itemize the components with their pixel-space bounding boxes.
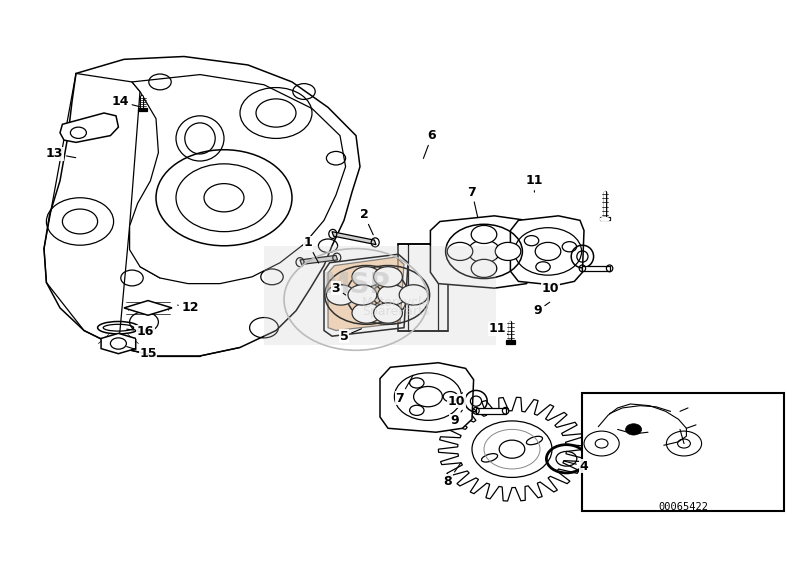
Text: 9: 9 [450, 410, 462, 428]
Circle shape [352, 303, 381, 323]
FancyBboxPatch shape [264, 246, 496, 345]
Polygon shape [582, 266, 610, 271]
Text: 6: 6 [423, 129, 436, 158]
Text: 10: 10 [542, 281, 559, 295]
Text: 7: 7 [468, 185, 478, 218]
Text: 15: 15 [126, 346, 157, 360]
Polygon shape [438, 397, 586, 501]
Circle shape [374, 303, 402, 323]
Text: 8: 8 [444, 463, 461, 488]
Text: MSP: MSP [322, 271, 390, 299]
Text: 3: 3 [332, 281, 346, 295]
Circle shape [495, 242, 521, 260]
Circle shape [326, 285, 355, 305]
Polygon shape [506, 340, 515, 344]
Circle shape [378, 285, 406, 305]
Text: 9: 9 [534, 302, 550, 318]
Polygon shape [476, 408, 506, 414]
Circle shape [471, 259, 497, 277]
Polygon shape [328, 257, 404, 331]
Text: Motorcycle: Motorcycle [362, 295, 430, 309]
Text: 7: 7 [396, 375, 413, 405]
Polygon shape [130, 75, 346, 284]
Polygon shape [332, 232, 376, 245]
Polygon shape [300, 255, 338, 264]
Circle shape [447, 242, 473, 260]
Text: 11: 11 [526, 174, 543, 192]
Polygon shape [124, 301, 172, 315]
Polygon shape [380, 363, 474, 432]
Polygon shape [510, 216, 584, 285]
FancyBboxPatch shape [582, 393, 784, 511]
Text: 1: 1 [304, 236, 318, 263]
Circle shape [626, 424, 642, 435]
Circle shape [471, 225, 497, 244]
Polygon shape [430, 216, 534, 288]
Polygon shape [60, 113, 118, 142]
Text: 10: 10 [448, 393, 466, 408]
Polygon shape [101, 333, 136, 354]
Text: 00065422: 00065422 [658, 502, 708, 512]
Polygon shape [138, 108, 147, 111]
Text: SpareParts: SpareParts [362, 305, 430, 319]
Circle shape [399, 285, 428, 305]
Text: 12: 12 [178, 301, 199, 315]
Text: 16: 16 [126, 325, 154, 338]
Text: 13: 13 [46, 147, 76, 160]
Polygon shape [44, 56, 360, 356]
Circle shape [348, 285, 377, 305]
Text: 2: 2 [360, 208, 374, 235]
Ellipse shape [600, 218, 610, 221]
Text: 5: 5 [340, 329, 362, 343]
Circle shape [374, 267, 402, 287]
Text: 4: 4 [564, 459, 588, 473]
Text: 14: 14 [111, 95, 140, 108]
Polygon shape [600, 217, 610, 220]
Polygon shape [324, 254, 408, 336]
Circle shape [352, 267, 381, 287]
Text: 11: 11 [489, 322, 508, 336]
